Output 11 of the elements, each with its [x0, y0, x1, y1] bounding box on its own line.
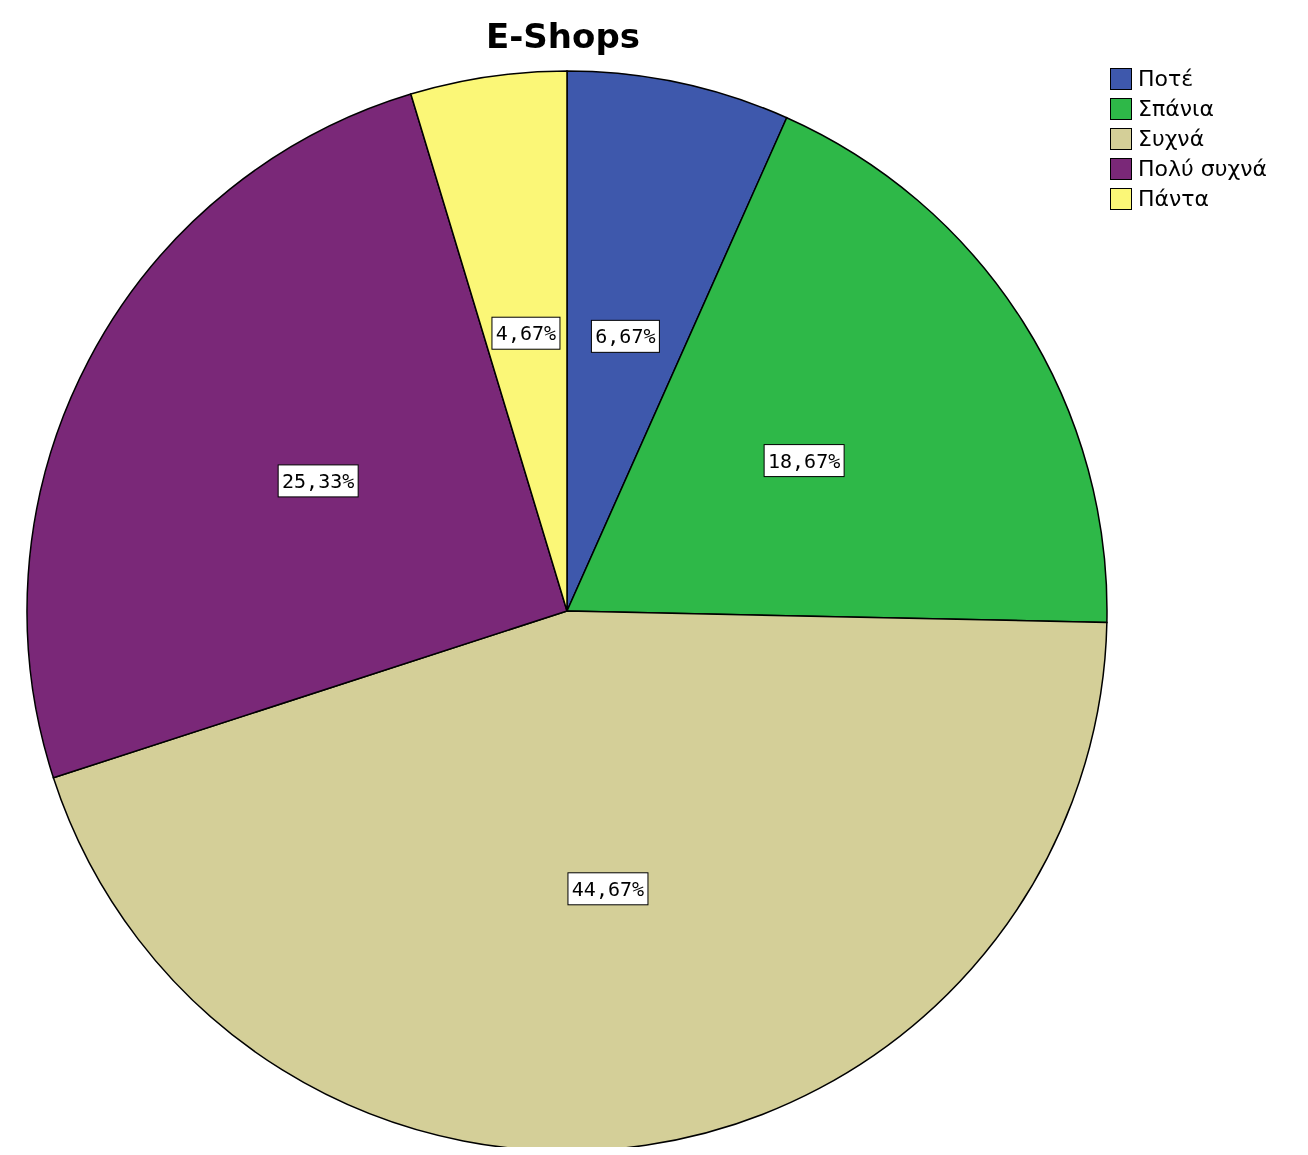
data-label: 4,67%	[495, 321, 557, 346]
legend-label: Συχνά	[1138, 125, 1205, 153]
data-label: 44,67%	[571, 876, 645, 901]
chart-title: E-Shops	[485, 16, 641, 56]
data-label: 18,67%	[767, 448, 841, 473]
legend-label: Πολύ συχνά	[1138, 155, 1267, 183]
legend-label: Σπάνια	[1138, 95, 1214, 123]
legend-label: Ποτέ	[1138, 65, 1194, 93]
data-label: 25,33%	[282, 468, 355, 493]
legend-label: Πάντα	[1138, 185, 1210, 213]
data-label: 6,67%	[595, 324, 656, 349]
